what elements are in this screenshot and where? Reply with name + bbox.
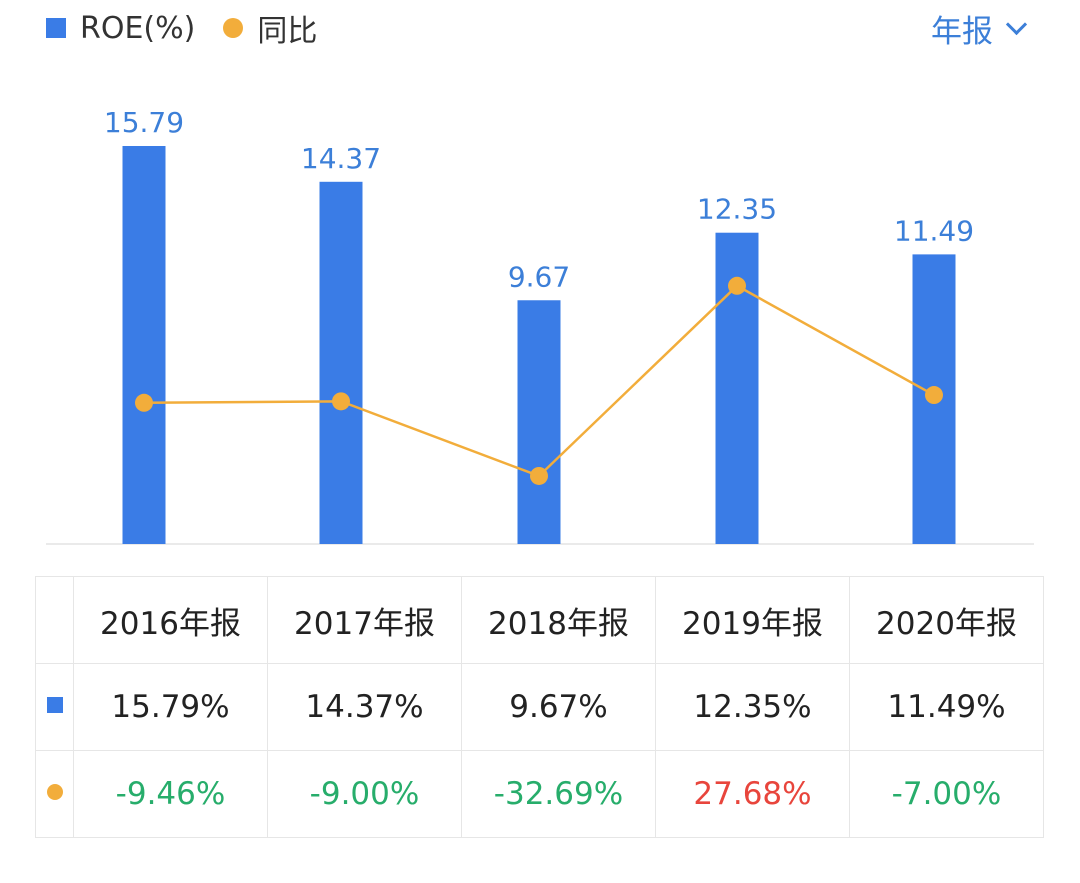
roe-bar — [517, 300, 561, 544]
roe-square-icon — [46, 697, 63, 713]
legend-item-yoy: 同比 — [223, 6, 317, 50]
yoy-value-cell: -9.00% — [267, 750, 462, 838]
roe-square-icon — [46, 18, 66, 38]
table-header-cell: 2017年报 — [267, 576, 462, 664]
row-key-yoy — [35, 750, 74, 838]
roe-bar-label: 14.37 — [301, 142, 381, 175]
yoy-dot-icon — [46, 784, 63, 800]
legend-item-roe: ROE(%) — [46, 11, 195, 46]
table-corner-cell — [35, 576, 74, 664]
period-selector-label[interactable]: 年报 — [931, 13, 993, 50]
yoy-value-cell: -9.46% — [73, 750, 268, 838]
roe-bar-label: 15.79 — [104, 106, 184, 139]
roe-bar — [319, 181, 363, 544]
yoy-point — [530, 466, 548, 485]
chart-legend: ROE(%) 同比 — [46, 6, 345, 50]
yoy-value-cell: -7.00% — [849, 750, 1044, 838]
row-key-roe — [35, 663, 74, 751]
legend-label-yoy: 同比 — [257, 14, 318, 49]
bar-label-group: 15.79 14.37 9.67 12.35 11.49 — [104, 106, 974, 293]
table-row-roe: 15.79% 14.37% 9.67% 12.35% 11.49% — [35, 663, 1044, 751]
yoy-point — [135, 393, 153, 412]
roe-bar-label: 12.35 — [697, 193, 777, 226]
roe-value-cell: 14.37% — [267, 663, 462, 751]
roe-value-cell: 12.35% — [655, 663, 850, 751]
yoy-value-cell: -32.69% — [461, 750, 656, 838]
table-header-cell: 2020年报 — [849, 576, 1044, 664]
bar-group — [122, 146, 956, 544]
roe-bar-label: 9.67 — [508, 260, 570, 293]
yoy-point — [925, 386, 943, 405]
yoy-line-group — [135, 276, 943, 485]
legend-label-roe: ROE(%) — [80, 10, 196, 46]
roe-bar-label: 11.49 — [894, 214, 974, 247]
roe-bar — [122, 146, 166, 544]
roe-value-cell: 11.49% — [849, 663, 1044, 751]
yoy-dot-icon — [223, 18, 244, 38]
period-selector[interactable]: 年报 — [931, 8, 1028, 50]
table-header-cell: 2018年报 — [461, 576, 656, 664]
table-header-row: 2016年报 2017年报 2018年报 2019年报 2020年报 — [35, 576, 1044, 664]
roe-chart: 15.79 14.37 9.67 12.35 11.49 — [46, 106, 1034, 545]
table-row-yoy: -9.46% -9.00% -32.69% 27.68% -7.00% — [35, 750, 1044, 838]
roe-value-cell: 9.67% — [461, 663, 656, 751]
data-table: 2016年报 2017年报 2018年报 2019年报 2020年报 15.79… — [35, 576, 1044, 838]
yoy-point — [332, 392, 350, 411]
yoy-point — [728, 276, 746, 295]
table-header-cell: 2016年报 — [73, 576, 268, 664]
roe-value-cell: 15.79% — [73, 663, 268, 751]
yoy-value-cell: 27.68% — [655, 750, 850, 838]
table-header-cell: 2019年报 — [655, 576, 850, 664]
